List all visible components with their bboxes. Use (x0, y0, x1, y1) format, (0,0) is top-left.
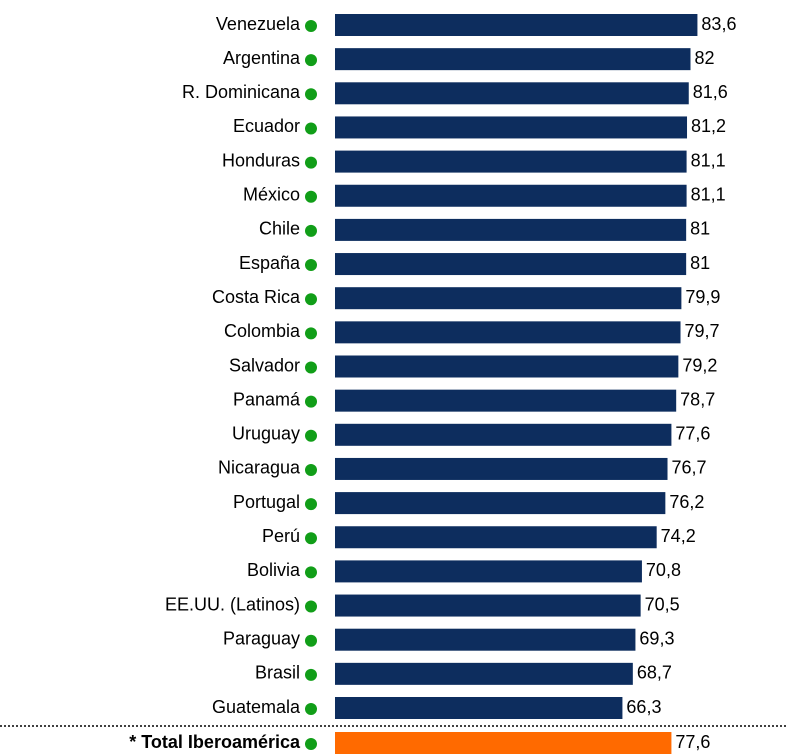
category-label: Brasil (255, 663, 300, 683)
value-label: 81,2 (691, 116, 726, 136)
bar (335, 14, 698, 36)
category-label: Bolivia (247, 560, 301, 580)
category-label: Guatemala (212, 697, 301, 717)
category-label: Ecuador (233, 116, 300, 136)
marker-dot (305, 54, 317, 67)
value-label: 81,1 (691, 150, 726, 170)
value-label: 81,6 (693, 82, 728, 102)
marker-dot (305, 600, 317, 613)
value-label: 79,2 (682, 355, 717, 375)
bar (335, 423, 672, 446)
value-label: 79,7 (685, 321, 720, 341)
marker-dot (305, 361, 317, 374)
category-label: México (243, 185, 300, 205)
value-label: 77,6 (675, 424, 710, 444)
category-label: Colombia (224, 321, 301, 341)
category-label: Paraguay (223, 628, 300, 648)
bar (335, 628, 636, 651)
value-label: 74,2 (661, 526, 696, 546)
marker-dot (305, 156, 317, 169)
category-label: Uruguay (232, 424, 300, 444)
category-label: Nicaragua (218, 458, 301, 478)
bar (335, 355, 679, 378)
bar (335, 287, 682, 310)
value-label: 79,9 (685, 287, 720, 307)
value-label: 76,7 (672, 458, 707, 478)
category-label: R. Dominicana (182, 82, 301, 102)
category-label: Salvador (229, 355, 300, 375)
marker-dot (305, 498, 317, 511)
bar (335, 218, 687, 241)
bar (335, 150, 687, 173)
value-label: 82 (694, 48, 714, 68)
category-label: Venezuela (216, 14, 301, 34)
marker-dot (305, 88, 317, 101)
bar (335, 526, 657, 549)
value-label: 78,7 (680, 389, 715, 409)
marker-dot (305, 190, 317, 203)
marker-dot (305, 634, 317, 647)
marker-dot (305, 429, 317, 442)
value-label: 81,1 (691, 185, 726, 205)
value-label: 69,3 (639, 628, 674, 648)
category-label: Costa Rica (212, 287, 301, 307)
bar (335, 321, 681, 344)
marker-dot (305, 566, 317, 579)
bar (335, 48, 691, 71)
value-label: 68,7 (637, 663, 672, 683)
value-label: 66,3 (626, 697, 661, 717)
marker-dot (305, 224, 317, 237)
category-label: Argentina (223, 48, 301, 68)
category-label: España (239, 253, 301, 273)
bar (335, 184, 687, 207)
value-label: 81 (690, 219, 710, 239)
bar (335, 560, 642, 583)
value-label: 76,2 (669, 492, 704, 512)
value-label: 81 (690, 253, 710, 273)
marker-dot (305, 668, 317, 681)
marker-dot (305, 20, 317, 32)
marker-dot (305, 463, 317, 476)
marker-dot (305, 259, 317, 272)
category-label: EE.UU. (Latinos) (165, 594, 300, 614)
value-label: 70,8 (646, 560, 681, 580)
bar (335, 732, 672, 754)
bar (335, 662, 633, 685)
category-label: Honduras (222, 150, 300, 170)
value-label: 77,6 (675, 732, 710, 752)
category-label: Portugal (233, 492, 300, 512)
bar (335, 697, 623, 719)
bar (335, 116, 688, 139)
bar (335, 389, 677, 412)
category-label: * Total Iberoamérica (129, 732, 301, 752)
marker-dot (305, 738, 317, 750)
marker-dot (305, 293, 317, 306)
marker-dot (305, 703, 317, 715)
value-label: 83,6 (701, 14, 736, 34)
marker-dot (305, 532, 317, 545)
bar (335, 82, 689, 105)
bar (335, 457, 668, 480)
marker-dot (305, 327, 317, 340)
value-label: 70,5 (645, 594, 680, 614)
category-label: Perú (262, 526, 300, 546)
marker-dot (305, 395, 317, 408)
marker-dot (305, 122, 317, 135)
bar (335, 492, 666, 515)
category-label: Chile (259, 219, 300, 239)
bar (335, 594, 641, 617)
category-label: Panamá (233, 389, 301, 409)
bar (335, 253, 687, 276)
